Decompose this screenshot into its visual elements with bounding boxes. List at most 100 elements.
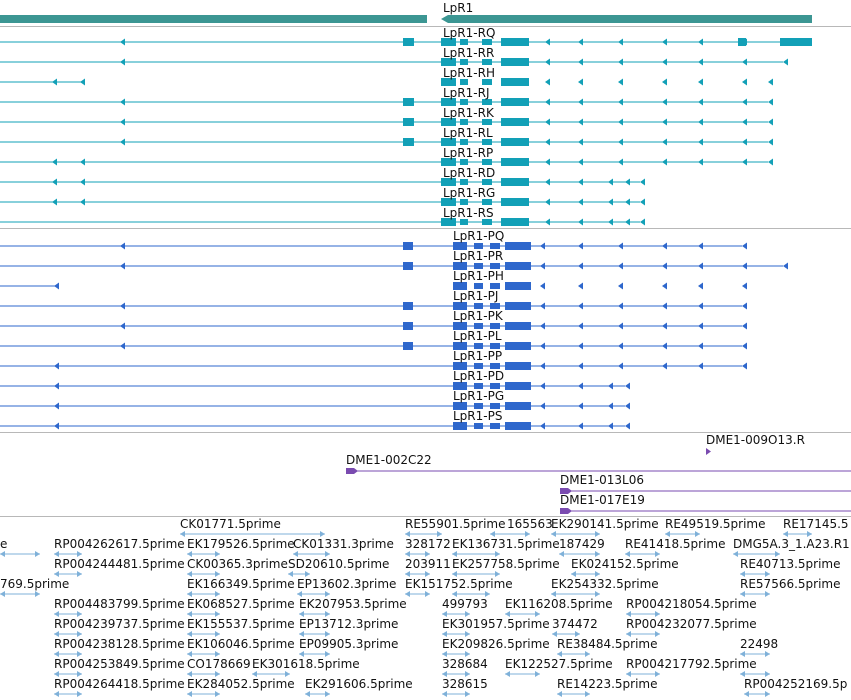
est-feature[interactable] [442,691,470,697]
est-feature[interactable] [299,611,330,617]
protein-feature[interactable] [0,242,747,250]
est-label[interactable]: RE40713.5prime [740,557,841,571]
transcript-label[interactable]: LpR1-RS [443,206,494,220]
est-feature[interactable] [559,551,600,557]
est-feature[interactable] [293,551,330,557]
est-label[interactable]: RP004232077.5prime [626,617,757,631]
transcript-label[interactable]: LpR1-RR [443,46,495,60]
est-feature[interactable] [452,551,500,557]
est-label[interactable]: EK106046.5prime [187,637,295,651]
transcript-feature[interactable] [0,158,773,166]
est-label[interactable]: 499793 [442,597,488,611]
est-feature[interactable] [490,531,530,537]
est-feature[interactable] [54,551,82,557]
clone-feature[interactable] [560,508,851,514]
protein-label[interactable]: LpR1-PS [453,409,503,423]
protein-feature[interactable] [0,422,630,430]
est-label[interactable]: RE14223.5prime [557,677,658,691]
est-feature[interactable] [54,671,82,677]
protein-label[interactable]: LpR1-PH [453,269,504,283]
transcript-feature[interactable] [0,98,773,106]
gene-bar-left[interactable] [0,15,427,23]
est-feature[interactable] [187,691,220,697]
est-feature[interactable] [54,651,82,657]
transcript-feature[interactable] [0,58,788,66]
est-label[interactable]: RE57566.5prime [740,577,841,591]
est-feature[interactable] [180,531,325,537]
clone-feature[interactable] [346,468,851,475]
est-label[interactable]: EK116208.5prime [505,597,613,611]
est-feature[interactable] [187,551,220,557]
est-feature[interactable] [187,631,220,637]
est-label[interactable]: EP09905.3prime [299,637,399,651]
est-feature[interactable] [299,651,330,657]
est-feature[interactable] [452,571,500,577]
est-feature[interactable] [305,691,330,697]
est-label[interactable]: RE49519.5prime [665,517,766,531]
est-feature[interactable] [297,591,330,597]
est-label[interactable]: RP004218054.5prime [626,597,757,611]
protein-label[interactable]: LpR1-PG [453,389,505,403]
protein-label[interactable]: LpR1-PL [453,329,502,343]
protein-label[interactable]: LpR1-PD [453,369,505,383]
est-label[interactable]: e [0,537,8,551]
est-feature[interactable] [187,611,220,617]
protein-feature[interactable] [0,402,630,410]
est-label[interactable]: RE55901.5prime [405,517,506,531]
est-label[interactable]: RP004262617.5prime [54,537,185,551]
est-feature[interactable] [557,651,590,657]
est-label[interactable]: RE38484.5prime [557,637,658,651]
est-label[interactable]: RP004264418.5prime [54,677,185,691]
est-label[interactable]: EK207953.5prime [299,597,407,611]
est-label[interactable]: RP004217792.5prime [626,657,757,671]
est-label[interactable]: EK155537.5prime [187,617,295,631]
est-label[interactable]: RE41418.5prime [625,537,726,551]
protein-feature[interactable] [0,302,747,310]
est-feature[interactable] [54,571,82,577]
est-feature[interactable] [740,591,770,597]
transcript-label[interactable]: LpR1-RJ [443,86,490,100]
est-label[interactable]: EK257758.5prime [452,557,560,571]
transcript-label[interactable]: LpR1-RK [443,106,494,120]
est-feature[interactable] [299,631,330,637]
est-label[interactable]: RP004253849.5prime [54,657,185,671]
est-feature[interactable] [783,531,812,537]
clone-label[interactable]: DME1-009O13.R [706,433,805,447]
protein-label[interactable]: LpR1-PR [453,249,504,263]
est-feature[interactable] [665,531,700,537]
est-feature[interactable] [0,591,40,597]
est-feature[interactable] [54,611,82,617]
est-label[interactable]: 328684 [442,657,488,671]
est-feature[interactable] [744,691,770,697]
est-feature[interactable] [626,631,660,637]
est-label[interactable]: EK068527.5prime [187,597,295,611]
clone-feature[interactable] [706,448,711,455]
est-feature[interactable] [505,611,540,617]
gene-bar-right[interactable] [441,15,812,23]
transcript-feature[interactable] [0,218,645,226]
est-label[interactable]: RP004239737.5prime [54,617,185,631]
est-feature[interactable] [625,551,660,557]
est-feature[interactable] [740,571,770,577]
transcript-label[interactable]: LpR1-RP [443,146,494,160]
clone-label[interactable]: DME1-002C22 [346,453,432,467]
est-label[interactable]: EK024152.5prime [571,557,679,571]
est-label[interactable]: EK151752.5prime [405,577,513,591]
est-label[interactable]: CK01331.3prime [293,537,394,551]
est-feature[interactable] [505,671,540,677]
protein-feature[interactable] [0,342,747,350]
est-label[interactable]: 165563 [507,517,553,531]
est-feature[interactable] [187,671,220,677]
protein-feature[interactable] [0,362,747,370]
est-feature[interactable] [551,531,600,537]
est-feature[interactable] [442,671,470,677]
protein-feature[interactable] [0,382,630,390]
transcript-feature[interactable] [0,38,812,46]
est-label[interactable]: EK301957.5prime [442,617,550,631]
est-label[interactable]: RP004244481.5prime [54,557,185,571]
est-label[interactable]: CK01771.5prime [180,517,281,531]
est-label[interactable]: 328615 [442,677,488,691]
transcript-feature[interactable] [0,178,645,186]
est-label[interactable]: EK290141.5prime [551,517,659,531]
est-label[interactable]: EK179526.5prime [187,537,295,551]
